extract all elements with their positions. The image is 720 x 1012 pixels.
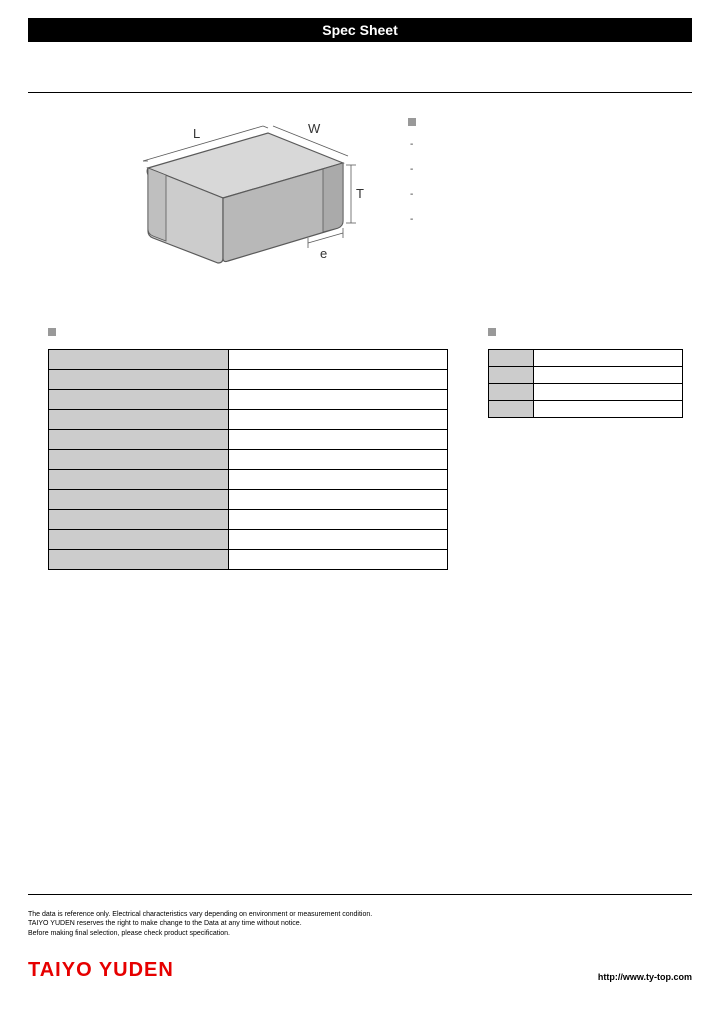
footer-bottom: TAIYO YUDEN http://www.ty-top.com — [28, 959, 692, 982]
disclaimer-text: The data is reference only. Electrical c… — [28, 910, 692, 939]
spec-value-cell — [228, 410, 447, 430]
table-row — [49, 510, 448, 530]
spec-table-section — [48, 328, 448, 570]
disclaimer-line: TAIYO YUDEN reserves the right to make c… — [28, 919, 692, 929]
spec-value-cell — [228, 390, 447, 410]
spec-value-cell — [228, 470, 447, 490]
top-section: L W T e - - - - — [28, 113, 692, 298]
disclaimer-line: The data is reference only. Electrical c… — [28, 910, 692, 920]
disclaimer-line: Before making final selection, please ch… — [28, 929, 692, 939]
spec-label-cell — [49, 490, 229, 510]
spec-value-cell — [228, 490, 447, 510]
features-section: - - - - — [408, 113, 692, 298]
spec-value-cell — [228, 450, 447, 470]
table-row — [49, 350, 448, 370]
table-row — [49, 450, 448, 470]
dim-value-cell — [533, 367, 682, 384]
spec-marker-icon — [48, 328, 56, 336]
spec-label-cell — [49, 350, 229, 370]
spec-table — [48, 349, 448, 570]
spec-label-cell — [49, 530, 229, 550]
label-T: T — [356, 186, 364, 201]
label-L: L — [193, 126, 200, 141]
feature-item: - — [410, 189, 692, 200]
top-divider — [28, 92, 692, 93]
spec-label-cell — [49, 430, 229, 450]
table-row — [489, 384, 683, 401]
dim-label-cell — [489, 384, 534, 401]
table-row — [489, 350, 683, 367]
table-row — [49, 390, 448, 410]
dim-label-cell — [489, 401, 534, 418]
spec-value-cell — [228, 510, 447, 530]
table-row — [489, 401, 683, 418]
company-url: http://www.ty-top.com — [598, 972, 692, 982]
spec-value-cell — [228, 430, 447, 450]
spec-label-cell — [49, 370, 229, 390]
spec-label-cell — [49, 410, 229, 430]
dimension-table — [488, 349, 683, 418]
dim-value-cell — [533, 350, 682, 367]
table-row — [489, 367, 683, 384]
dim-label-cell — [489, 367, 534, 384]
footer-divider — [28, 894, 692, 895]
tables-row — [28, 328, 692, 570]
dim-value-cell — [533, 384, 682, 401]
label-W: W — [308, 121, 321, 136]
spec-value-cell — [228, 370, 447, 390]
spec-value-cell — [228, 350, 447, 370]
feature-item: - — [410, 214, 692, 225]
dim-label-cell — [489, 350, 534, 367]
component-diagram: L W T e — [98, 113, 368, 298]
header-bar: Spec Sheet — [28, 18, 692, 42]
table-row — [49, 530, 448, 550]
table-row — [49, 550, 448, 570]
table-row — [49, 370, 448, 390]
table-row — [49, 490, 448, 510]
spec-value-cell — [228, 530, 447, 550]
dim-marker-icon — [488, 328, 496, 336]
dim-table-section — [488, 328, 683, 418]
spec-label-cell — [49, 510, 229, 530]
features-marker-icon — [408, 118, 416, 126]
footer: The data is reference only. Electrical c… — [28, 894, 692, 982]
spec-value-cell — [228, 550, 447, 570]
feature-item: - — [410, 139, 692, 150]
spec-label-cell — [49, 550, 229, 570]
feature-item: - — [410, 164, 692, 175]
spec-label-cell — [49, 390, 229, 410]
table-row — [49, 430, 448, 450]
table-row — [49, 410, 448, 430]
header-title: Spec Sheet — [322, 22, 397, 38]
spec-label-cell — [49, 470, 229, 490]
label-e: e — [320, 246, 327, 261]
table-row — [49, 470, 448, 490]
brand-logo: TAIYO YUDEN — [28, 959, 174, 982]
dim-value-cell — [533, 401, 682, 418]
spec-label-cell — [49, 450, 229, 470]
